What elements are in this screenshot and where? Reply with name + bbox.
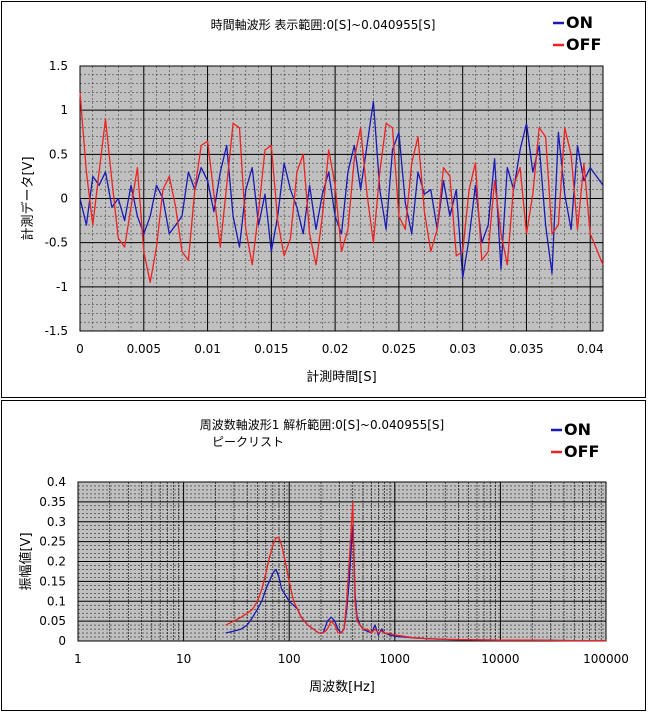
- chart-subtitle: ピークリスト: [212, 435, 284, 449]
- y-tick-label: -1.5: [45, 324, 68, 338]
- x-tick-label: 0.025: [382, 342, 416, 356]
- time-domain-chart: 0 0.005 0.01 0.015 0.02 0.025 0.03 0.035 0.04 1.5…: [20, 13, 604, 385]
- x-tick-label: 0.005: [127, 342, 161, 356]
- x-axis-label: 周波数[Hz]: [309, 680, 375, 695]
- y-tick-label: 1.5: [49, 59, 68, 73]
- x-tick-label: 0.02: [322, 342, 349, 356]
- y-axis-label: 振幅値[V]: [18, 532, 34, 590]
- frequency-domain-panel: 1 10 100 1000 10000 100000 0.4 0.35 0.3 0.25 0.2 0.…: [1, 400, 646, 711]
- y-tick-label: 0: [60, 192, 68, 206]
- y-tick-label: 0.3: [47, 515, 66, 529]
- y-tick-label: -0.5: [45, 236, 68, 250]
- y-tick-label: 0.35: [39, 495, 66, 509]
- x-tick-label: 0: [76, 342, 84, 356]
- y-tick-label: 0.5: [49, 147, 68, 161]
- x-tick-label: 100: [278, 652, 301, 666]
- x-tick-label: 100000: [583, 652, 629, 666]
- series-line-off: [225, 501, 606, 642]
- y-tick-label: 1: [60, 103, 68, 117]
- y-tick-label: 0.25: [39, 535, 66, 549]
- frequency-domain-chart: 1 10 100 1000 10000 100000 0.4 0.35 0.3 0.25 0.2 0.…: [18, 417, 629, 695]
- chart-title: 周波数軸波形1 解析範囲:0[S]~0.040955[S]: [200, 417, 444, 432]
- y-tick-label: 0.1: [47, 594, 66, 608]
- series-line-off: [79, 92, 604, 284]
- x-tick-label: 0.03: [449, 342, 476, 356]
- x-tick-label: 0.035: [509, 342, 543, 356]
- y-tick-label: 0.05: [39, 614, 66, 628]
- x-tick-label: 10000: [481, 652, 519, 666]
- x-tick-label: 1000: [380, 652, 411, 666]
- x-tick-label: 0.01: [194, 342, 221, 356]
- y-tick-label: 0.15: [39, 574, 66, 588]
- legend-label-off: OFF: [566, 35, 601, 54]
- grid-lines: [77, 481, 607, 642]
- legend-label-on: ON: [564, 420, 591, 439]
- y-tick-label: 0: [58, 634, 66, 648]
- time-domain-panel: 0 0.005 0.01 0.015 0.02 0.025 0.03 0.035 0.04 1.5…: [1, 1, 646, 398]
- x-tick-label: 0.04: [577, 342, 604, 356]
- legend-label-on: ON: [566, 13, 593, 32]
- x-tick-label: 10: [176, 652, 191, 666]
- x-tick-label: 0.015: [254, 342, 288, 356]
- y-tick-label: 0.2: [47, 555, 66, 569]
- legend-label-off: OFF: [564, 442, 599, 461]
- x-tick-label: 1: [74, 652, 82, 666]
- y-tick-label: -1: [56, 280, 68, 294]
- chart-title: 時間軸波形 表示範囲:0[S]~0.040955[S]: [211, 17, 436, 32]
- x-axis-label: 計測時間[S]: [306, 369, 376, 385]
- y-tick-label: 0.4: [47, 475, 66, 489]
- y-axis-label: 計測データ[V]: [20, 156, 36, 240]
